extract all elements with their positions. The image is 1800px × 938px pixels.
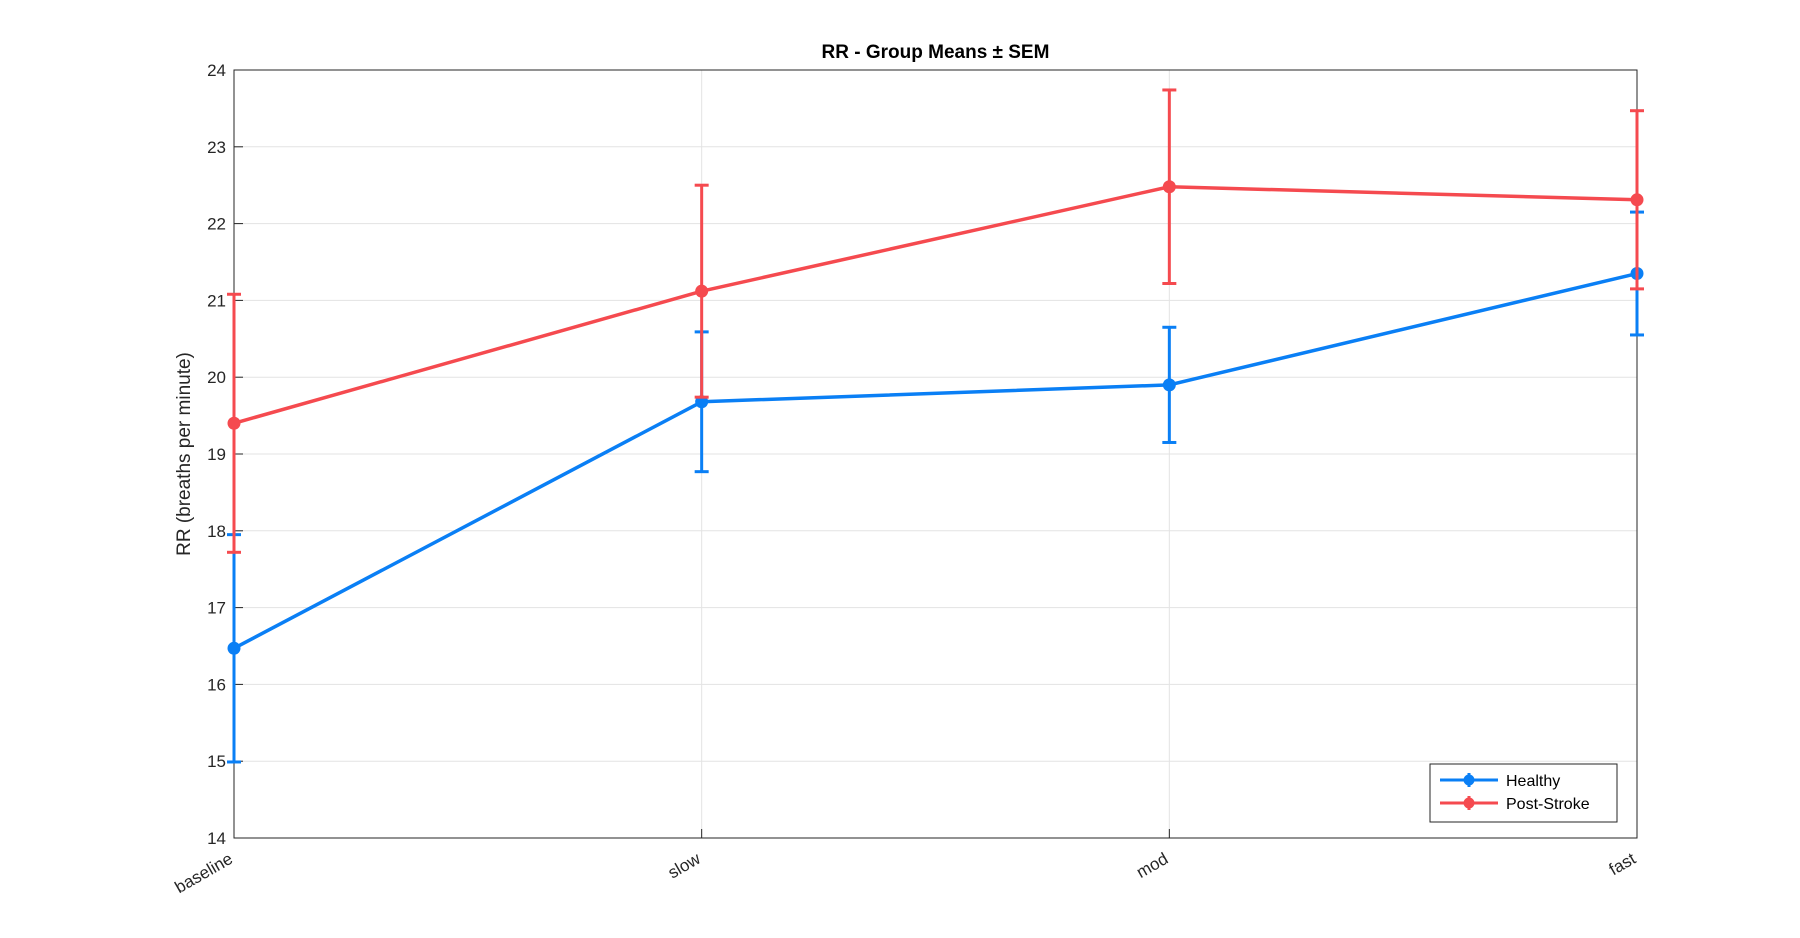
data-point [1630, 193, 1644, 207]
legend-label: Healthy [1506, 773, 1560, 790]
series-layer [227, 88, 1644, 764]
series-post-stroke [227, 88, 1644, 554]
y-tick-label: 22 [207, 215, 226, 234]
chart-title: RR - Group Means ± SEM [822, 42, 1050, 63]
y-tick-label: 17 [207, 599, 226, 618]
y-axis-label: RR (breaths per minute) [174, 352, 195, 556]
legend-swatch-marker [1463, 774, 1475, 786]
data-point [1162, 180, 1176, 194]
series-healthy [227, 210, 1644, 764]
y-tick-label: 19 [207, 445, 226, 464]
y-tick-label: 14 [207, 829, 226, 848]
y-tick-label: 16 [207, 675, 226, 694]
data-point [227, 416, 241, 430]
series-line [233, 184, 1638, 425]
y-tick-label: 18 [207, 522, 226, 541]
data-point [227, 641, 241, 655]
y-tick-label: 21 [207, 291, 226, 310]
y-tick-label: 20 [207, 368, 226, 387]
data-point [1162, 378, 1176, 392]
y-tick-label: 23 [207, 138, 226, 157]
legend-box [1429, 763, 1618, 823]
y-tick-label: 24 [207, 61, 226, 80]
data-point [695, 284, 709, 298]
y-tick-label: 15 [207, 752, 226, 771]
legend-swatch-marker [1463, 797, 1475, 809]
legend: Healthy Post-Stroke [1429, 763, 1618, 823]
legend-label: Post-Stroke [1506, 796, 1590, 813]
series-line [233, 271, 1638, 650]
